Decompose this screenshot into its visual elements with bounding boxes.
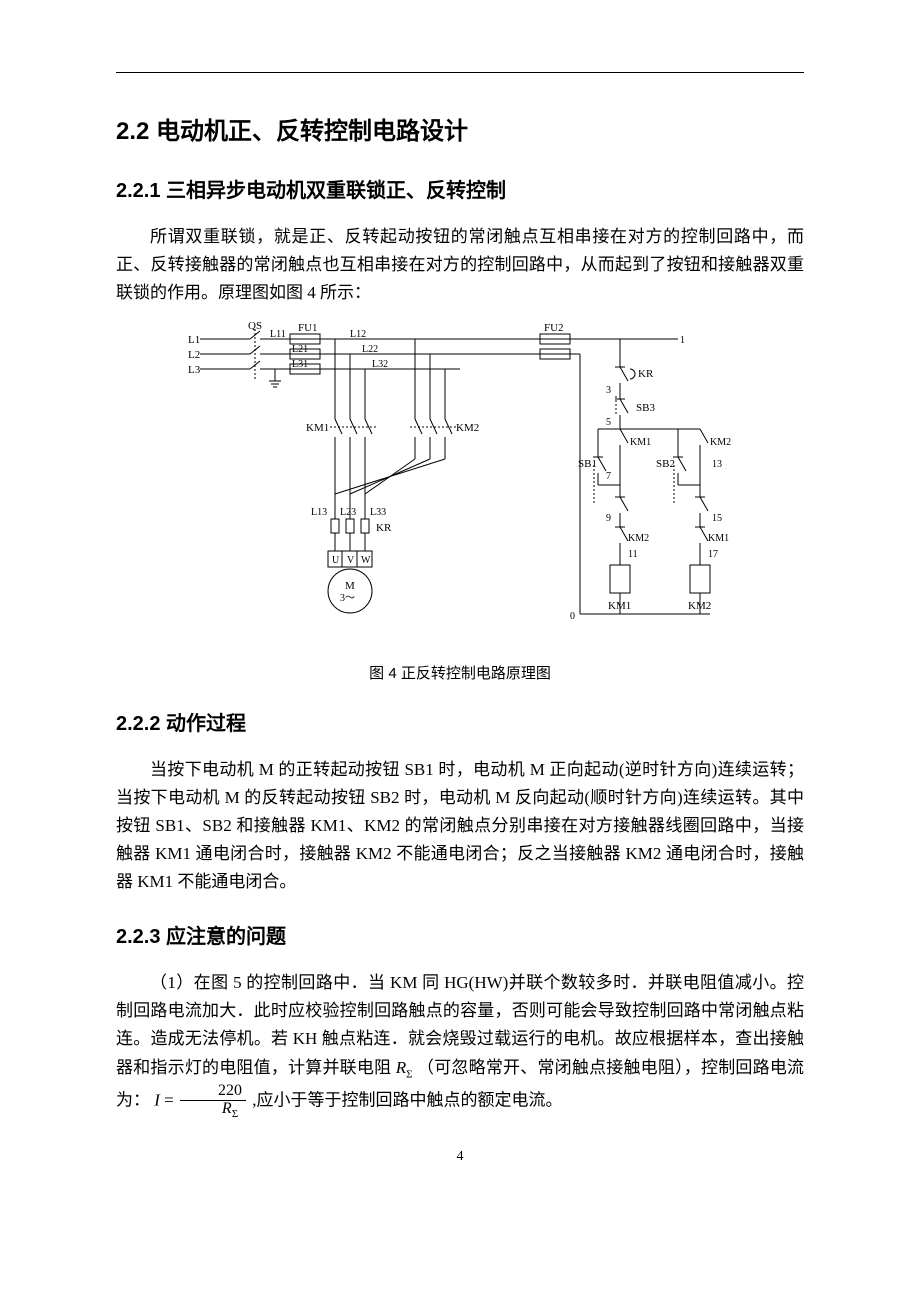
p3-R: R (396, 1058, 406, 1077)
page-number: 4 (116, 1149, 804, 1165)
lbl-W: W (361, 555, 371, 566)
top-rule (116, 72, 804, 73)
p3-frac-den: RΣ (180, 1101, 246, 1121)
node-0: 0 (570, 611, 575, 622)
lbl-SB1: SB1 (578, 458, 597, 470)
p3-frac-num: 220 (180, 1083, 246, 1101)
subsection-2-2-3-para: （1）在图 5 的控制回路中．当 KM 同 HG(HW)并联个数较多时．并联电阻… (116, 969, 804, 1120)
subsection-2-2-1-title: 2.2.1 三相异步电动机双重联锁正、反转控制 (116, 174, 804, 203)
lbl-QS: QS (248, 320, 262, 332)
p3-frac: 220RΣ (180, 1083, 246, 1121)
node-11: 11 (628, 549, 638, 560)
node-3: 3 (606, 385, 611, 396)
node-17: 17 (708, 549, 718, 560)
lbl-KR-ctrl: KR (638, 368, 654, 380)
lbl-L13: L13 (311, 507, 327, 518)
section-title: 2.2 电动机正、反转控制电路设计 (116, 111, 804, 146)
lbl-FU2: FU2 (544, 322, 564, 334)
lbl-L22: L22 (362, 344, 378, 355)
lbl-L31: L31 (292, 359, 308, 370)
p3-frac-den-R: R (222, 1100, 232, 1117)
lbl-L1: L1 (188, 334, 200, 346)
lbl-KM1-main: KM1 (306, 422, 329, 434)
subsection-2-2-1-para: 所谓双重联锁，就是正、反转起动按钮的常闭触点互相串接在对方的控制回路中，而正、反… (116, 223, 804, 307)
node-1: 1 (680, 335, 685, 346)
lbl-L11: L11 (270, 329, 286, 340)
node-7: 7 (606, 471, 611, 482)
page: 2.2 电动机正、反转控制电路设计 2.2.1 三相异步电动机双重联锁正、反转控… (0, 0, 920, 1205)
p3-post: ,应小于等于控制回路中触点的额定电流。 (248, 1091, 563, 1110)
node-13: 13 (712, 459, 722, 470)
lbl-L33: L33 (370, 507, 386, 518)
lbl-L2: L2 (188, 349, 200, 361)
lbl-KR-main: KR (376, 522, 392, 534)
subsection-2-2-2-para: 当按下电动机 M 的正转起动按钮 SB1 时，电动机 M 正向起动(逆时针方向)… (116, 756, 804, 896)
lbl-KM2-aux: KM2 (710, 437, 731, 448)
subsection-2-2-3-title: 2.2.3 应注意的问题 (116, 920, 804, 949)
lbl-KM1-nc: KM1 (708, 533, 729, 544)
p3-eq: = (160, 1091, 178, 1110)
lbl-L32: L32 (372, 359, 388, 370)
lbl-SB2: SB2 (656, 458, 675, 470)
lbl-M: M (345, 580, 355, 592)
lbl-KM1-aux: KM1 (630, 437, 651, 448)
lbl-L3: L3 (188, 364, 201, 376)
p3-frac-den-sub: Σ (232, 1108, 238, 1120)
figure-4: L1 L2 L3 QS FU1 FU2 L11 L12 L21 L22 L31 … (116, 319, 804, 634)
node-5: 5 (606, 417, 611, 428)
p3-Rsub: Σ (406, 1068, 412, 1080)
figure-4-caption: 图 4 正反转控制电路原理图 (116, 662, 804, 683)
lbl-SB3: SB3 (636, 402, 655, 414)
lbl-L21: L21 (292, 344, 308, 355)
lbl-KM2-coil: KM2 (688, 600, 711, 612)
lbl-KM2-nc: KM2 (628, 533, 649, 544)
node-15: 15 (712, 513, 722, 524)
lbl-M3: 3～ (340, 593, 355, 604)
lbl-KM1-coil: KM1 (608, 600, 631, 612)
lbl-KM2-main: KM2 (456, 422, 479, 434)
lbl-V: V (347, 555, 355, 566)
node-9: 9 (606, 513, 611, 524)
lbl-U: U (332, 555, 340, 566)
lbl-L23: L23 (340, 507, 356, 518)
lbl-FU1: FU1 (298, 322, 318, 334)
lbl-L12: L12 (350, 329, 366, 340)
circuit-diagram: L1 L2 L3 QS FU1 FU2 L11 L12 L21 L22 L31 … (180, 319, 740, 629)
subsection-2-2-2-title: 2.2.2 动作过程 (116, 707, 804, 736)
